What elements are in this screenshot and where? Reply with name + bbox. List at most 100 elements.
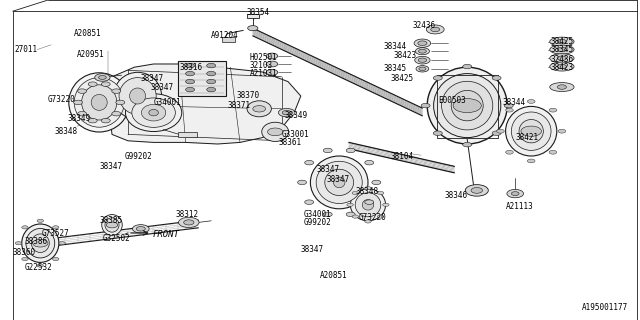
Ellipse shape xyxy=(74,77,124,127)
Text: A20851: A20851 xyxy=(74,29,101,38)
Circle shape xyxy=(492,76,501,80)
Bar xyxy=(178,132,197,137)
Circle shape xyxy=(465,185,488,196)
Circle shape xyxy=(372,180,381,185)
Text: 38385: 38385 xyxy=(99,216,122,225)
Circle shape xyxy=(305,200,314,204)
Circle shape xyxy=(207,71,216,76)
Text: 38346: 38346 xyxy=(445,191,468,200)
Circle shape xyxy=(101,118,110,123)
Circle shape xyxy=(507,189,524,198)
Text: G34001: G34001 xyxy=(154,98,181,107)
Text: E00503: E00503 xyxy=(438,96,466,105)
Circle shape xyxy=(419,67,426,70)
Circle shape xyxy=(101,82,110,86)
Circle shape xyxy=(22,226,28,229)
Circle shape xyxy=(365,200,374,204)
Ellipse shape xyxy=(511,112,551,150)
Circle shape xyxy=(418,58,427,62)
Circle shape xyxy=(253,106,266,112)
Circle shape xyxy=(557,85,566,89)
Text: 38349: 38349 xyxy=(285,111,308,120)
Text: G32502: G32502 xyxy=(102,234,130,243)
Circle shape xyxy=(557,56,566,60)
Text: 38425: 38425 xyxy=(390,74,413,83)
Circle shape xyxy=(278,108,295,117)
Circle shape xyxy=(557,47,566,52)
Text: 38360: 38360 xyxy=(13,248,36,257)
Text: 38344: 38344 xyxy=(384,42,407,51)
Circle shape xyxy=(504,103,513,108)
Circle shape xyxy=(463,64,472,69)
Circle shape xyxy=(112,111,121,116)
Text: 38345: 38345 xyxy=(384,64,407,73)
Circle shape xyxy=(305,160,314,165)
Bar xyxy=(222,37,235,42)
Circle shape xyxy=(106,222,118,228)
Circle shape xyxy=(557,39,566,44)
Text: 38347: 38347 xyxy=(141,74,164,83)
Circle shape xyxy=(378,215,384,218)
Ellipse shape xyxy=(26,228,55,258)
Circle shape xyxy=(433,131,442,135)
Text: G73220: G73220 xyxy=(48,95,76,104)
Ellipse shape xyxy=(92,94,108,110)
Text: 38371: 38371 xyxy=(227,101,250,110)
Circle shape xyxy=(426,25,444,34)
Text: 38423: 38423 xyxy=(550,63,573,72)
Circle shape xyxy=(416,66,429,72)
Ellipse shape xyxy=(428,67,508,144)
Circle shape xyxy=(282,110,291,115)
Text: 38348: 38348 xyxy=(355,188,378,196)
Circle shape xyxy=(52,257,59,260)
Ellipse shape xyxy=(141,104,166,121)
Circle shape xyxy=(352,215,358,218)
Circle shape xyxy=(383,203,389,206)
Text: G22532: G22532 xyxy=(24,263,52,272)
Circle shape xyxy=(365,160,374,165)
Circle shape xyxy=(52,226,59,229)
Circle shape xyxy=(433,76,442,80)
Text: 32103: 32103 xyxy=(250,61,273,70)
Circle shape xyxy=(347,203,353,206)
Circle shape xyxy=(506,108,513,112)
Circle shape xyxy=(521,126,541,136)
Circle shape xyxy=(558,129,566,133)
Text: 32436: 32436 xyxy=(550,55,573,64)
Bar xyxy=(178,61,226,96)
Circle shape xyxy=(268,128,283,136)
Ellipse shape xyxy=(550,54,574,63)
Circle shape xyxy=(179,217,199,228)
Text: 38347: 38347 xyxy=(99,162,122,171)
Text: 38347: 38347 xyxy=(150,84,173,92)
Circle shape xyxy=(471,188,483,193)
Circle shape xyxy=(497,129,504,133)
Text: 38421: 38421 xyxy=(515,133,538,142)
Circle shape xyxy=(132,225,149,233)
Text: 32436: 32436 xyxy=(413,21,436,30)
Ellipse shape xyxy=(550,62,574,71)
Ellipse shape xyxy=(132,98,175,127)
Circle shape xyxy=(37,264,44,267)
Circle shape xyxy=(99,76,106,79)
Text: 38344: 38344 xyxy=(502,98,525,107)
Ellipse shape xyxy=(316,161,362,204)
Circle shape xyxy=(77,111,86,116)
Text: 38361: 38361 xyxy=(278,138,301,147)
Ellipse shape xyxy=(550,45,574,54)
Circle shape xyxy=(549,150,557,154)
Text: 38312: 38312 xyxy=(176,210,199,219)
Circle shape xyxy=(207,87,216,92)
Circle shape xyxy=(184,220,194,225)
Circle shape xyxy=(346,212,355,217)
Ellipse shape xyxy=(105,218,119,232)
Text: FRONT: FRONT xyxy=(152,230,179,239)
Ellipse shape xyxy=(451,90,483,121)
Circle shape xyxy=(136,227,145,231)
Circle shape xyxy=(323,148,332,153)
Circle shape xyxy=(346,148,355,153)
Circle shape xyxy=(207,79,216,84)
Ellipse shape xyxy=(125,94,182,132)
Ellipse shape xyxy=(506,106,557,156)
Circle shape xyxy=(266,69,278,75)
